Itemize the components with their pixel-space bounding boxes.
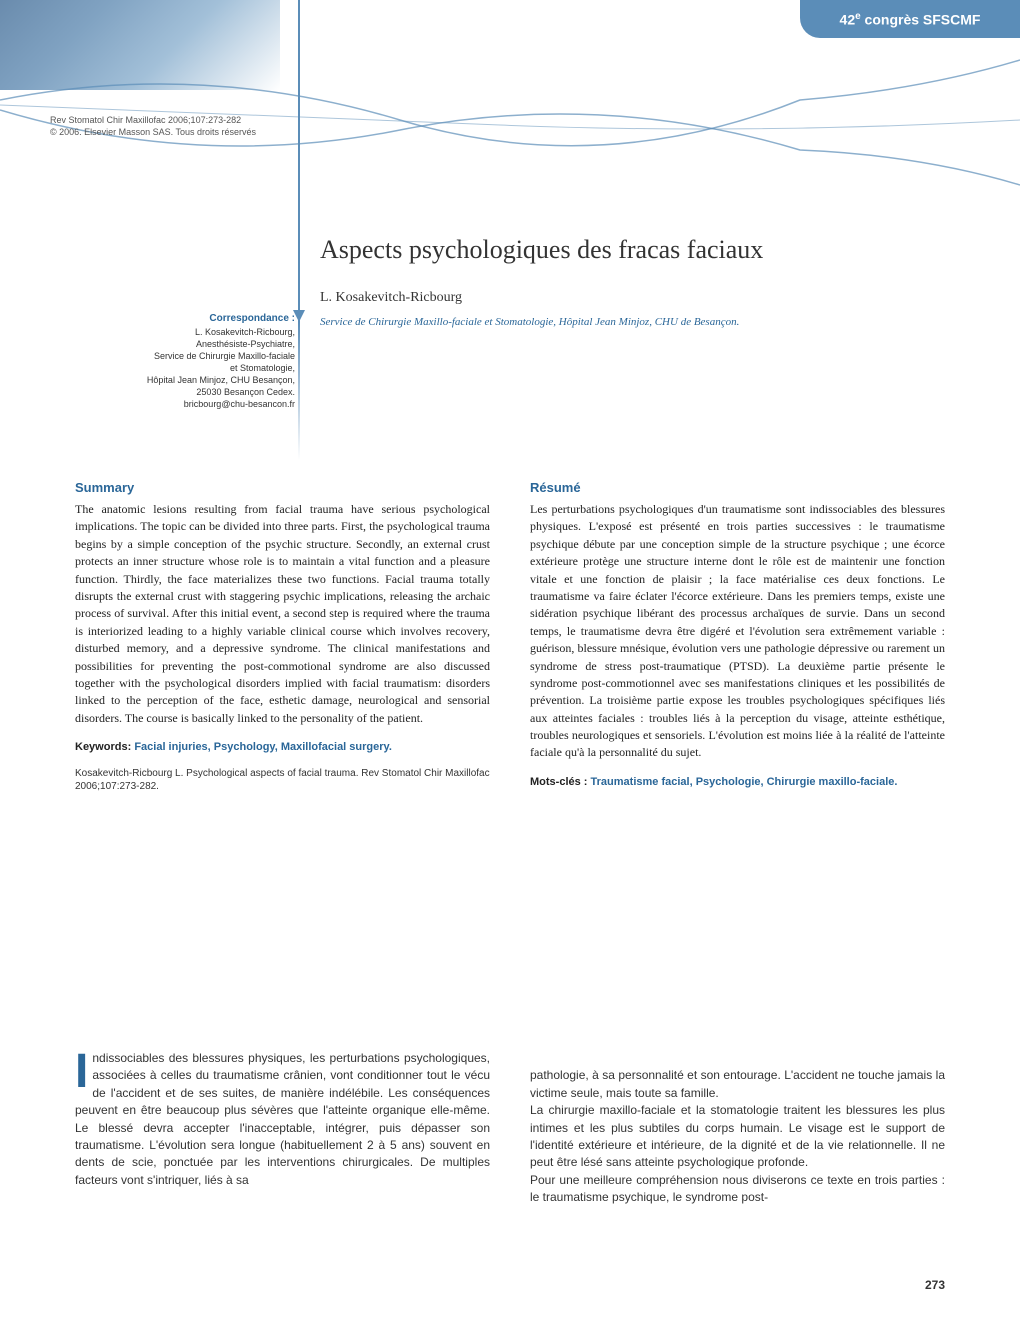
resume-text: Les perturbations psychologiques d'un tr… xyxy=(530,501,945,762)
keywords-values-fr: Traumatisme facial, Psychologie, Chirurg… xyxy=(591,776,898,788)
body-col1-text: ndissociables des blessures physiques, l… xyxy=(75,1051,490,1187)
author-affiliation: Service de Chirurgie Maxillo-faciale et … xyxy=(320,316,739,328)
author-name: L. Kosakevitch-Ricbourg xyxy=(320,290,462,306)
summary-text: The anatomic lesions resulting from faci… xyxy=(75,501,490,727)
resume-column: Résumé Les perturbations psychologiques … xyxy=(530,480,945,793)
citation-line-1: Rev Stomatol Chir Maxillofac 2006;107:27… xyxy=(50,115,295,127)
vertical-divider xyxy=(298,0,300,460)
body-text-container: Indissociables des blessures physiques, … xyxy=(75,1050,945,1207)
body-column-right: pathologie, à sa personnalité et son ent… xyxy=(530,1050,945,1207)
correspondence-address: L. Kosakevitch-Ricbourg, Anesthésiste-Ps… xyxy=(50,326,295,411)
body-col2-text: pathologie, à sa personnalité et son ent… xyxy=(530,1068,945,1204)
resume-keywords: Mots-clés : Traumatisme facial, Psycholo… xyxy=(530,776,945,788)
keywords-label-fr: Mots-clés : xyxy=(530,776,587,788)
correspondence-block: Correspondance : L. Kosakevitch-Ricbourg… xyxy=(50,312,295,410)
congress-banner: 42e congrès SFSCMF xyxy=(800,0,1020,38)
keywords-label-en: Keywords: xyxy=(75,741,131,753)
congress-banner-text: 42e congrès SFSCMF xyxy=(840,11,981,28)
summary-column: Summary The anatomic lesions resulting f… xyxy=(75,480,490,793)
citation-line-2: © 2006. Elsevier Masson SAS. Tous droits… xyxy=(50,127,295,139)
abstracts-container: Summary The anatomic lesions resulting f… xyxy=(75,480,945,793)
summary-citation: Kosakevitch-Ricbourg L. Psychological as… xyxy=(75,767,490,793)
correspondence-label: Correspondance : xyxy=(50,312,295,326)
header-gradient xyxy=(0,0,280,90)
article-title: Aspects psychologiques des fracas faciau… xyxy=(320,235,763,265)
journal-citation: Rev Stomatol Chir Maxillofac 2006;107:27… xyxy=(50,115,295,138)
body-column-left: Indissociables des blessures physiques, … xyxy=(75,1050,490,1207)
summary-heading: Summary xyxy=(75,480,490,495)
keywords-values-en: Facial injuries, Psychology, Maxillofaci… xyxy=(134,741,392,753)
summary-keywords: Keywords: Facial injuries, Psychology, M… xyxy=(75,741,490,753)
resume-heading: Résumé xyxy=(530,480,945,495)
dropcap: I xyxy=(75,1052,88,1092)
page-number: 273 xyxy=(925,1278,945,1292)
